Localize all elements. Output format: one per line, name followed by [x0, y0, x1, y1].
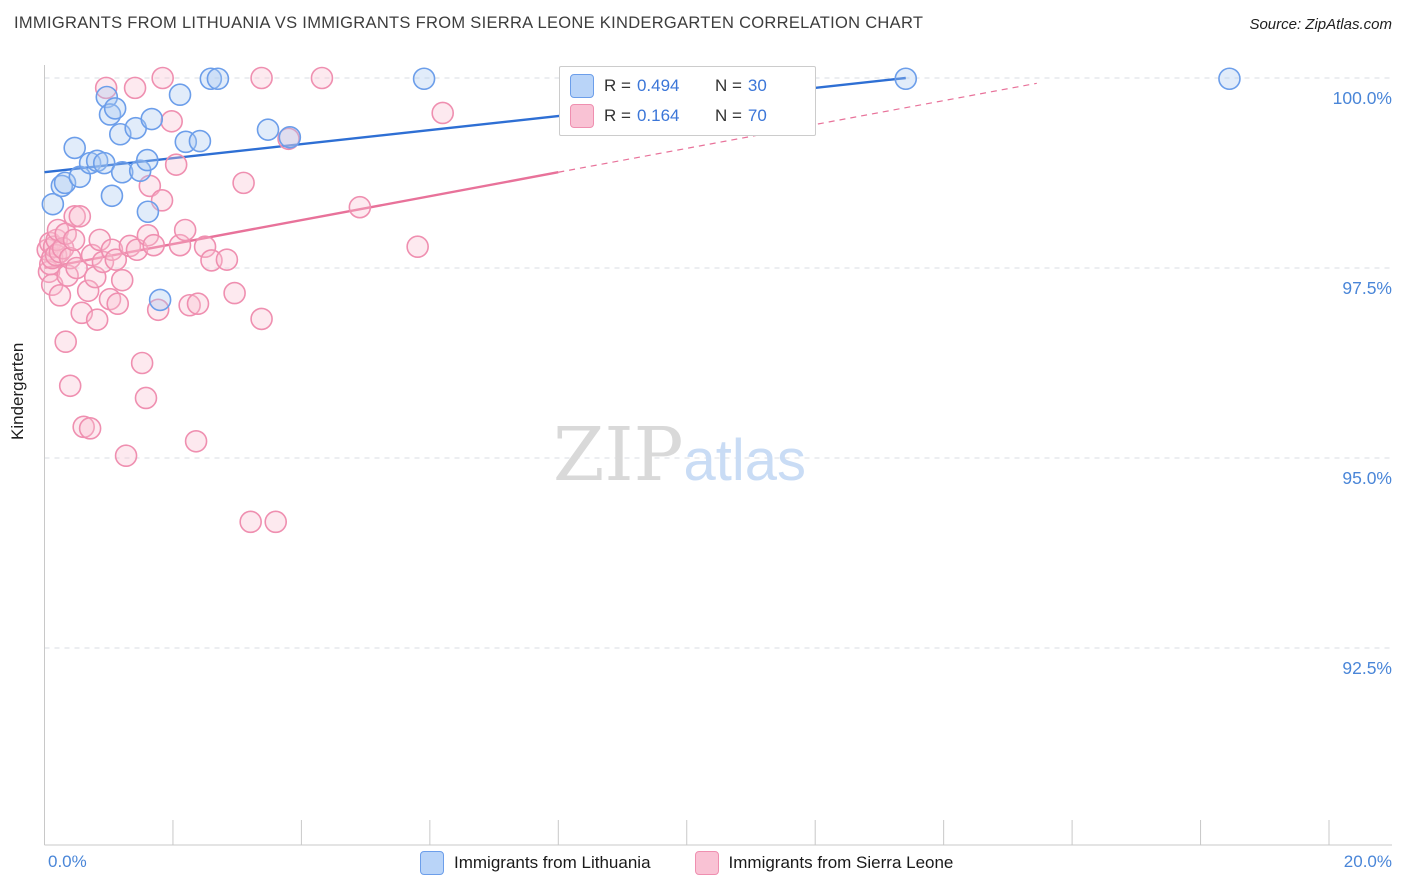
lithuania-data-point	[199, 67, 223, 91]
sierra-leone-data-point	[48, 284, 72, 307]
n-value: 30	[747, 76, 767, 95]
lithuania-data-point	[168, 83, 192, 107]
lithuania-data-point	[63, 136, 86, 160]
legend-row-sierra-leone: R = 0.164 N = 70	[570, 104, 805, 128]
sierra-leone-data-point	[62, 228, 86, 252]
sierra-leone-data-point	[239, 510, 262, 534]
sierra-leone-data-point	[164, 153, 188, 176]
y-tick-label: 100.0%	[1333, 88, 1392, 108]
y-axis-title: Kindergarten	[8, 342, 27, 440]
sierra-leone-data-point	[68, 205, 92, 228]
sierra-leone-data-point	[250, 307, 273, 331]
lithuania-data-point	[894, 67, 918, 91]
sierra-leone-data-point	[123, 76, 147, 100]
lithuania-data-point	[103, 97, 127, 120]
sierra-leone-data-point	[173, 218, 197, 242]
correlation-legend: R = 0.494 N = 30 R = 0.164 N = 70	[559, 66, 816, 136]
lithuania-data-point	[188, 129, 212, 153]
legend-item-sierra-leone: Immigrants from Sierra Leone	[694, 851, 954, 875]
sierra-leone-data-point	[54, 330, 77, 354]
sierra-leone-data-point	[277, 127, 300, 151]
x-axis-max-label: 20.0%	[1343, 852, 1392, 871]
r-value: 0.164	[636, 106, 680, 125]
sierra-leone-data-point	[310, 66, 334, 90]
n-value: 70	[747, 106, 767, 125]
r-label: R =	[604, 106, 631, 125]
lithuania-swatch-icon	[420, 851, 444, 875]
sierra-leone-data-point	[134, 386, 158, 410]
lithuania-data-point	[53, 171, 77, 195]
sierra-leone-data-point	[65, 256, 88, 280]
sierra-leone-data-point	[114, 444, 138, 468]
sierra-leone-data-point	[223, 281, 246, 305]
sierra-leone-data-point	[348, 195, 372, 219]
sierra-leone-data-point	[160, 110, 183, 133]
sierra-leone-data-point	[250, 66, 273, 90]
y-tick-label: 97.5%	[1342, 278, 1392, 298]
legend-item-label: Immigrants from Lithuania	[454, 853, 651, 872]
legend-item-lithuania: Immigrants from Lithuania	[420, 851, 651, 875]
lithuania-data-point	[41, 192, 65, 216]
lithuania-swatch-icon	[570, 74, 594, 98]
y-tick-label: 95.0%	[1342, 468, 1392, 488]
sierra-leone-trend-line	[44, 171, 559, 270]
y-tick-label: 92.5%	[1342, 658, 1392, 678]
sierra-leone-data-point	[232, 171, 255, 195]
sierra-leone-data-point	[63, 205, 86, 228]
lithuania-data-point	[206, 67, 230, 91]
sierra-leone-data-point	[142, 233, 165, 257]
sierra-leone-swatch-icon	[570, 104, 594, 128]
r-value: 0.494	[636, 76, 680, 95]
sierra-leone-data-point	[151, 66, 174, 90]
x-axis-min-label: 0.0%	[48, 852, 87, 871]
lithuania-data-point	[92, 151, 116, 175]
r-label: R =	[604, 76, 631, 95]
sierra-leone-data-point	[58, 374, 82, 398]
lithuania-data-point	[412, 67, 436, 91]
lithuania-data-point	[50, 174, 74, 198]
lithuania-data-point	[1218, 67, 1241, 91]
legend-row-lithuania: R = 0.494 N = 30	[570, 74, 805, 98]
lithuania-data-point	[148, 288, 172, 312]
sierra-leone-data-point	[215, 248, 239, 271]
n-label: N =	[714, 76, 742, 95]
lithuania-data-point	[140, 107, 164, 131]
lithuania-data-point	[278, 125, 302, 149]
sierra-leone-data-point	[106, 292, 130, 316]
sierra-leone-data-point	[178, 293, 201, 317]
sierra-leone-data-point	[431, 101, 454, 125]
lithuania-data-point	[256, 118, 280, 141]
legend-item-label: Immigrants from Sierra Leone	[728, 853, 954, 872]
lithuania-data-point	[110, 160, 134, 184]
sierra-leone-data-point	[94, 76, 118, 100]
sierra-leone-data-point	[186, 292, 210, 316]
lithuania-data-point	[100, 184, 124, 208]
sierra-leone-swatch-icon	[694, 851, 719, 875]
lithuania-data-point	[95, 85, 119, 109]
sierra-leone-data-point	[78, 417, 102, 440]
sierra-leone-data-point	[104, 248, 128, 271]
n-label: N =	[714, 106, 742, 125]
series-legend: Immigrants from Lithuania Immigrants fro…	[420, 851, 953, 875]
page-title: IMMIGRANTS FROM LITHUANIA VS IMMIGRANTS …	[14, 14, 924, 32]
source-label: Source: ZipAtlas.com	[1249, 16, 1392, 33]
sierra-leone-data-point	[56, 264, 79, 287]
sierra-leone-data-point	[184, 429, 208, 453]
sierra-leone-data-point	[76, 279, 100, 303]
sierra-leone-data-point	[193, 235, 217, 259]
lithuania-data-point	[136, 200, 160, 224]
sierra-leone-data-point	[110, 268, 134, 292]
sierra-leone-data-point	[37, 260, 61, 284]
lithuania-data-point	[135, 148, 159, 172]
sierra-leone-data-point	[264, 510, 288, 534]
sierra-leone-data-point	[130, 351, 154, 375]
sierra-leone-data-point	[406, 235, 429, 259]
sierra-leone-data-point	[85, 308, 109, 331]
